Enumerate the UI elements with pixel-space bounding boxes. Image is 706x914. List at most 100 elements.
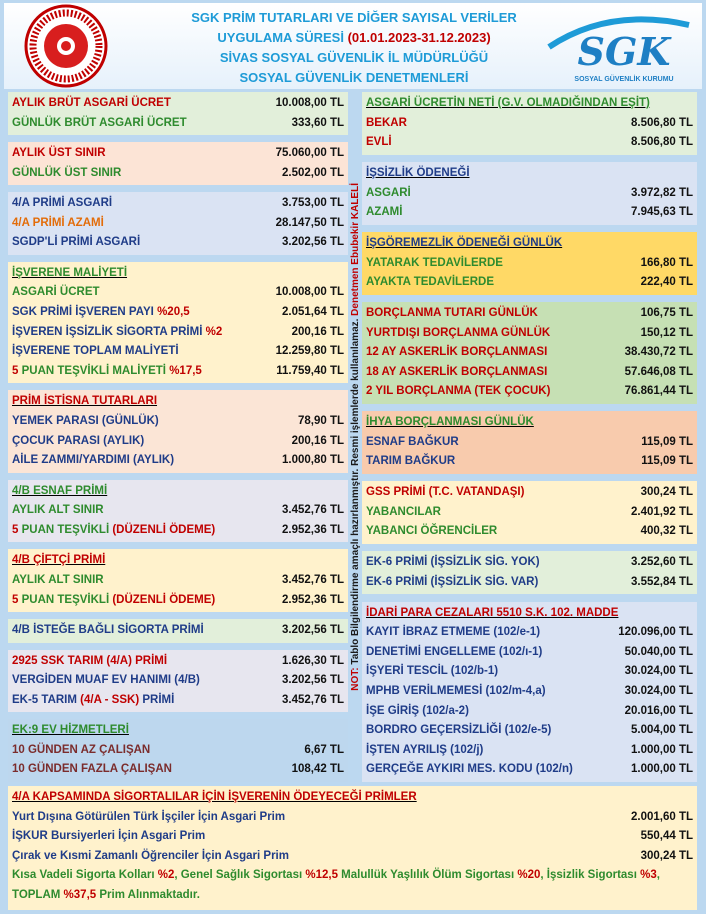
row-label: YABANCI ÖĞRENCİLER bbox=[366, 522, 497, 542]
row-value: 200,16 TL bbox=[291, 434, 344, 447]
row-label: 5 PUAN TEŞVİKLİ MALİYETİ %17,5 bbox=[12, 362, 202, 382]
text-segment: %3 bbox=[640, 869, 657, 882]
row-label: İŞTEN AYRILIŞ (102/j) bbox=[366, 741, 483, 761]
row-label: İŞKUR Bursiyerleri İçin Asgari Prim bbox=[12, 827, 205, 847]
text-segment: EK-6 PRİMİ (İŞSİZLİK SİG. YOK) bbox=[366, 556, 540, 569]
row: BORÇLANMA TUTARI GÜNLÜK 106,75 TL bbox=[366, 304, 693, 324]
text-segment: VERGİDEN MUAF EV HANIMI (4/B) bbox=[12, 674, 200, 687]
row-label: EK-6 PRİMİ (İŞSİZLİK SİG. YOK) bbox=[366, 553, 540, 573]
text-segment: İŞSİZLİK ÖDENEĞİ bbox=[366, 167, 470, 179]
text-segment: AİLE ZAMMI/YARDIMI (AYLIK) bbox=[12, 454, 175, 467]
row-label: BORÇLANMA TUTARI GÜNLÜK bbox=[366, 304, 538, 324]
text-segment: EK-5 TARIM bbox=[12, 693, 81, 706]
text-segment: SGK PRİM TUTARLARI VE DİĞER SAYISAL VERİ… bbox=[191, 10, 517, 25]
text-segment: YABANCI ÖĞRENCİLER bbox=[366, 525, 498, 538]
row-value: 2.952,36 TL bbox=[281, 523, 344, 536]
row: TARIM BAĞKUR 115,09 TL bbox=[366, 452, 693, 472]
row-value: 2.502,00 TL bbox=[281, 166, 344, 179]
text-segment: 4/A KAPSAMINDA SİGORTALILAR İÇİN İŞVEREN… bbox=[12, 791, 417, 803]
section-heading: 4/B ÇİFTÇİ PRİMİ bbox=[12, 551, 344, 571]
row: 18 AY ASKERLİK BORÇLANMASI 57.646,08 TL bbox=[366, 363, 693, 383]
text-segment: %17,5 bbox=[169, 364, 202, 377]
row-label: SGK PRİMİ İŞVEREN PAYI %20,5 bbox=[12, 303, 190, 323]
text-segment: İDARİ PARA CEZALARI 5510 S.K. 102. MADDE bbox=[366, 606, 619, 619]
right-column: ASGARİ ÜCRETİN NETİ (G.V. OLMADIĞINDAN E… bbox=[362, 92, 697, 782]
row-label: AYLIK ALT SINIR bbox=[12, 571, 104, 591]
row-value: 50.040,00 TL bbox=[624, 645, 693, 658]
text-segment: 12 AY ASKERLİK BORÇLANMASI bbox=[366, 346, 548, 359]
row: İŞTEN AYRILIŞ (102/j) 1.000,00 TL bbox=[366, 741, 693, 761]
section: AYLIK ÜST SINIR 75.060,00 TL GÜNLÜK ÜST SI… bbox=[8, 142, 348, 186]
text-segment: Yurt Dışına Götürülen Türk İşçiler İçin … bbox=[12, 810, 286, 823]
row-value: 3.753,00 TL bbox=[281, 197, 344, 210]
text-segment: İHYA BORÇLANMASI GÜNLÜK bbox=[366, 416, 534, 429]
row-value: 108,42 TL bbox=[291, 763, 344, 776]
logo-arc bbox=[547, 16, 690, 50]
title-line: SGK PRİM TUTARLARI VE DİĞER SAYISAL VERİ… bbox=[124, 8, 584, 28]
row-value: 3.202,56 TL bbox=[281, 236, 344, 249]
row-value: 400,32 TL bbox=[640, 525, 693, 538]
row: AYLIK ÜST SINIR 75.060,00 TL bbox=[12, 144, 344, 164]
text-segment: PUAN TEŞVİKLİ bbox=[18, 593, 113, 606]
section: İŞGÖREMEZLİK ÖDENEĞİ GÜNLÜK YATARAK TEDAV… bbox=[362, 232, 697, 295]
row-label: ASGARİ bbox=[366, 184, 411, 204]
row: AİLE ZAMMI/YARDIMI (AYLIK) 1.000,80 TL bbox=[12, 451, 344, 471]
text-segment: 4/B ÇİFTÇİ PRİMİ bbox=[12, 554, 106, 567]
row-value: 75.060,00 TL bbox=[275, 147, 344, 160]
row-label: TARIM BAĞKUR bbox=[366, 452, 455, 472]
row-value: 2.051,64 TL bbox=[281, 306, 344, 319]
text-segment: AYLIK ALT SINIR bbox=[12, 504, 104, 517]
text-segment: PRİMİ bbox=[139, 693, 175, 706]
row-value: 2.952,36 TL bbox=[281, 593, 344, 606]
text-segment: PRİM İSTİSNA TUTARLARI bbox=[12, 395, 158, 408]
row: YURTDIŞI BORÇLANMA GÜNLÜK 150,12 TL bbox=[366, 324, 693, 344]
row-value: 38.430,72 TL bbox=[624, 346, 693, 359]
bottom-note: Kısa Vadeli Sigorta Kolları %2, Genel Sa… bbox=[12, 866, 693, 905]
row-value: 120.096,00 TL bbox=[618, 626, 693, 639]
text-segment: GSS PRİMİ (T.C. VATANDAŞI) bbox=[366, 486, 525, 499]
title-line: UYGULAMA SÜRESİ (01.01.2023-31.12.2023) bbox=[124, 28, 584, 48]
text-segment: SİVAS SOSYAL GÜVENLİK İL MÜDÜRLÜĞÜ bbox=[219, 50, 489, 65]
row: KAYIT İBRAZ ETMEME (102/e-1) 120.096,00 T… bbox=[366, 623, 693, 643]
text-segment: İŞVERENE TOPLAM MALİYETİ bbox=[12, 345, 179, 358]
row-label: 4/A PRİMİ ASGARİ bbox=[12, 194, 112, 214]
text-segment: , İşsizlik Sigortası bbox=[540, 869, 641, 882]
row: 4/B İSTEĞE BAĞLI SİGORTA PRİMİ 3.202,56 T… bbox=[12, 621, 344, 641]
row-value: 12.259,80 TL bbox=[275, 345, 344, 358]
row-value: 550,44 TL bbox=[640, 830, 693, 843]
row: YABANCI ÖĞRENCİLER 400,32 TL bbox=[366, 522, 693, 542]
row: AZAMİ 7.945,63 TL bbox=[366, 203, 693, 223]
section-heading: 4/B ESNAF PRİMİ bbox=[12, 482, 344, 502]
text-segment: 10 GÜNDEN AZ ÇALIŞAN bbox=[12, 743, 151, 756]
row-label: 4/B İSTEĞE BAĞLI SİGORTA PRİMİ bbox=[12, 621, 204, 641]
section: ASGARİ ÜCRETİN NETİ (G.V. OLMADIĞINDAN E… bbox=[362, 92, 697, 155]
text-segment: İŞKUR Bursiyerleri İçin Asgari Prim bbox=[12, 830, 206, 843]
section: BORÇLANMA TUTARI GÜNLÜK 106,75 TL YURTDIŞI… bbox=[362, 302, 697, 404]
row: 5 PUAN TEŞVİKLİ MALİYETİ %17,5 11.759,40 … bbox=[12, 362, 344, 382]
text-segment: Çırak ve Kısmi Zamanlı Öğrenciler İçin A… bbox=[12, 849, 289, 862]
row: Çırak ve Kısmi Zamanlı Öğrenciler İçin A… bbox=[12, 847, 693, 867]
section-heading: İŞVERENE MALİYETİ bbox=[12, 264, 344, 284]
text-segment: AYLIK ÜST SINIR bbox=[12, 147, 106, 160]
text-segment: İŞGÖREMEZLİK ÖDENEĞİ GÜNLÜK bbox=[366, 237, 563, 249]
text-segment: , Genel Sağlık Sigortası bbox=[174, 869, 306, 882]
section-heading: İŞSİZLİK ÖDENEĞİ bbox=[366, 164, 693, 184]
row-value: 28.147,50 TL bbox=[275, 216, 344, 229]
row: 10 GÜNDEN FAZLA ÇALIŞAN 108,42 TL bbox=[12, 760, 344, 780]
section-heading: 4/A KAPSAMINDA SİGORTALILAR İÇİN İŞVEREN… bbox=[12, 788, 693, 808]
row-label: Çırak ve Kısmi Zamanlı Öğrenciler İçin A… bbox=[12, 847, 289, 867]
row: DENETİMİ ENGELLEME (102/ı-1) 50.040,00 TL bbox=[366, 643, 693, 663]
row-label: 12 AY ASKERLİK BORÇLANMASI bbox=[366, 343, 547, 363]
text-segment: YABANCILAR bbox=[366, 505, 441, 518]
row: GÜNLÜK ÜST SINIR 2.502,00 TL bbox=[12, 164, 344, 184]
text-segment: BEKAR bbox=[366, 116, 407, 129]
row-value: 3.552,84 TL bbox=[630, 575, 693, 588]
section: 4/B ÇİFTÇİ PRİMİ AYLIK ALT SINIR 3.452,76 … bbox=[8, 549, 348, 613]
row-value: 333,60 TL bbox=[291, 116, 344, 129]
text-segment: 5 bbox=[12, 593, 19, 606]
emblem bbox=[24, 4, 108, 88]
text-segment: 4/B İSTEĞE BAĞLI SİGORTA PRİMİ bbox=[12, 624, 204, 636]
section-heading: İŞGÖREMEZLİK ÖDENEĞİ GÜNLÜK bbox=[366, 234, 693, 254]
text-segment: ASGARİ ÜCRETİN NETİ (G.V. OLMADIĞINDAN E… bbox=[366, 97, 650, 109]
